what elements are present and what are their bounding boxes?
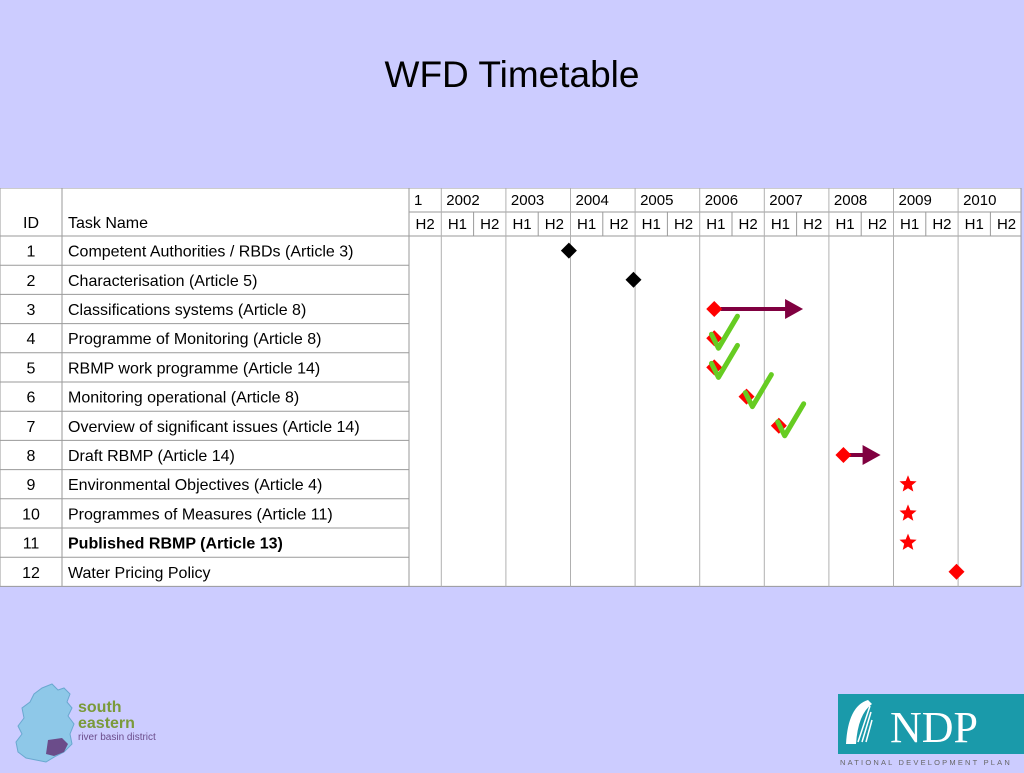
task-name: Programme of Monitoring (Article 8) xyxy=(68,331,321,348)
gantt-chart: ID Task Name 1 2002 2003 2004 2005 2006 2007 2008… xyxy=(0,188,1022,587)
task-name: Water Pricing Policy xyxy=(68,565,211,582)
half-header: H1 xyxy=(577,216,596,233)
completed-check-icon xyxy=(742,372,774,410)
gantt-table-bg xyxy=(0,188,1021,587)
logo-rbd-text: river basin district xyxy=(78,732,156,743)
year-header: 2008 xyxy=(834,192,867,209)
half-header: H1 xyxy=(965,216,984,233)
year-header: 1 xyxy=(414,192,422,209)
task-name: Monitoring operational (Article 8) xyxy=(68,390,299,407)
year-header: 2010 xyxy=(963,192,996,209)
ndp-mark: NDP xyxy=(890,703,978,752)
task-id: 9 xyxy=(27,477,36,494)
ndp-logo: NDP NATIONAL DEVELOPMENT PLAN xyxy=(838,692,1024,768)
milestone-star xyxy=(899,533,917,550)
half-header: H1 xyxy=(771,216,790,233)
task-name: RBMP work programme (Article 14) xyxy=(68,360,320,377)
id-column-header: ID xyxy=(23,215,39,232)
task-id: 8 xyxy=(27,448,36,465)
task-id: 5 xyxy=(27,360,36,377)
logo-eastern-text: eastern xyxy=(78,715,135,732)
completed-check-icon xyxy=(708,342,740,380)
task-id: 7 xyxy=(27,419,36,436)
year-header: 2005 xyxy=(640,192,673,209)
task-name: Published RBMP (Article 13) xyxy=(68,536,283,553)
milestone-diamond xyxy=(835,447,852,463)
milestone-star xyxy=(899,504,917,521)
half-header: H2 xyxy=(868,216,887,233)
ireland-map-icon xyxy=(15,683,75,763)
year-header: 2007 xyxy=(769,192,802,209)
completed-check-icon xyxy=(708,313,740,351)
completed-check-icon xyxy=(775,401,807,439)
task-name: Competent Authorities / RBDs (Article 3) xyxy=(68,244,353,261)
task-id: 4 xyxy=(27,331,36,348)
half-header: H2 xyxy=(803,216,822,233)
milestone-diamond xyxy=(560,242,577,259)
half-header: H1 xyxy=(706,216,725,233)
year-header: 2006 xyxy=(705,192,738,209)
progress-arrow-head xyxy=(785,299,804,319)
task-name-column-header: Task Name xyxy=(68,215,148,232)
task-id: 11 xyxy=(23,536,40,553)
milestone-diamond xyxy=(706,301,723,317)
half-header: H1 xyxy=(642,216,661,233)
river-basin-region-shape xyxy=(46,738,68,756)
year-header: 2009 xyxy=(899,192,932,209)
slide-title: WFD Timetable xyxy=(384,54,640,95)
south-eastern-rbd-logo: south eastern river basin district xyxy=(12,682,162,766)
task-id: 6 xyxy=(27,390,36,407)
year-header: 2002 xyxy=(446,192,479,209)
task-id: 1 xyxy=(27,244,36,261)
half-header: H1 xyxy=(448,216,467,233)
half-header: H2 xyxy=(674,216,693,233)
half-header: H2 xyxy=(997,216,1016,233)
task-name: Overview of significant issues (Article … xyxy=(68,419,360,436)
task-name: Classifications systems (Article 8) xyxy=(68,302,306,319)
year-header: 2004 xyxy=(576,192,609,209)
task-name: Programmes of Measures (Article 11) xyxy=(68,506,333,523)
task-id: 2 xyxy=(27,273,36,290)
task-id: 10 xyxy=(22,506,40,523)
ndp-tagline: NATIONAL DEVELOPMENT PLAN xyxy=(840,758,1012,767)
milestone-diamond xyxy=(625,271,642,288)
half-header: H2 xyxy=(545,216,564,233)
half-header: H2 xyxy=(932,216,951,233)
task-id: 3 xyxy=(27,302,36,319)
milestone-diamond xyxy=(948,563,965,580)
half-header: H1 xyxy=(835,216,854,233)
half-header: H2 xyxy=(416,216,435,233)
logo-south-text: south xyxy=(78,699,122,716)
progress-arrow-head xyxy=(862,445,881,465)
half-header: H1 xyxy=(900,216,919,233)
task-name: Draft RBMP (Article 14) xyxy=(68,448,235,465)
milestone-star xyxy=(899,475,917,492)
task-id: 12 xyxy=(22,565,40,582)
harp-icon xyxy=(846,700,872,744)
half-header: H2 xyxy=(609,216,628,233)
half-header: H2 xyxy=(739,216,758,233)
half-header: H1 xyxy=(512,216,531,233)
half-header: H2 xyxy=(480,216,499,233)
task-name: Characterisation (Article 5) xyxy=(68,273,257,290)
task-name: Environmental Objectives (Article 4) xyxy=(68,477,322,494)
year-header: 2003 xyxy=(511,192,544,209)
